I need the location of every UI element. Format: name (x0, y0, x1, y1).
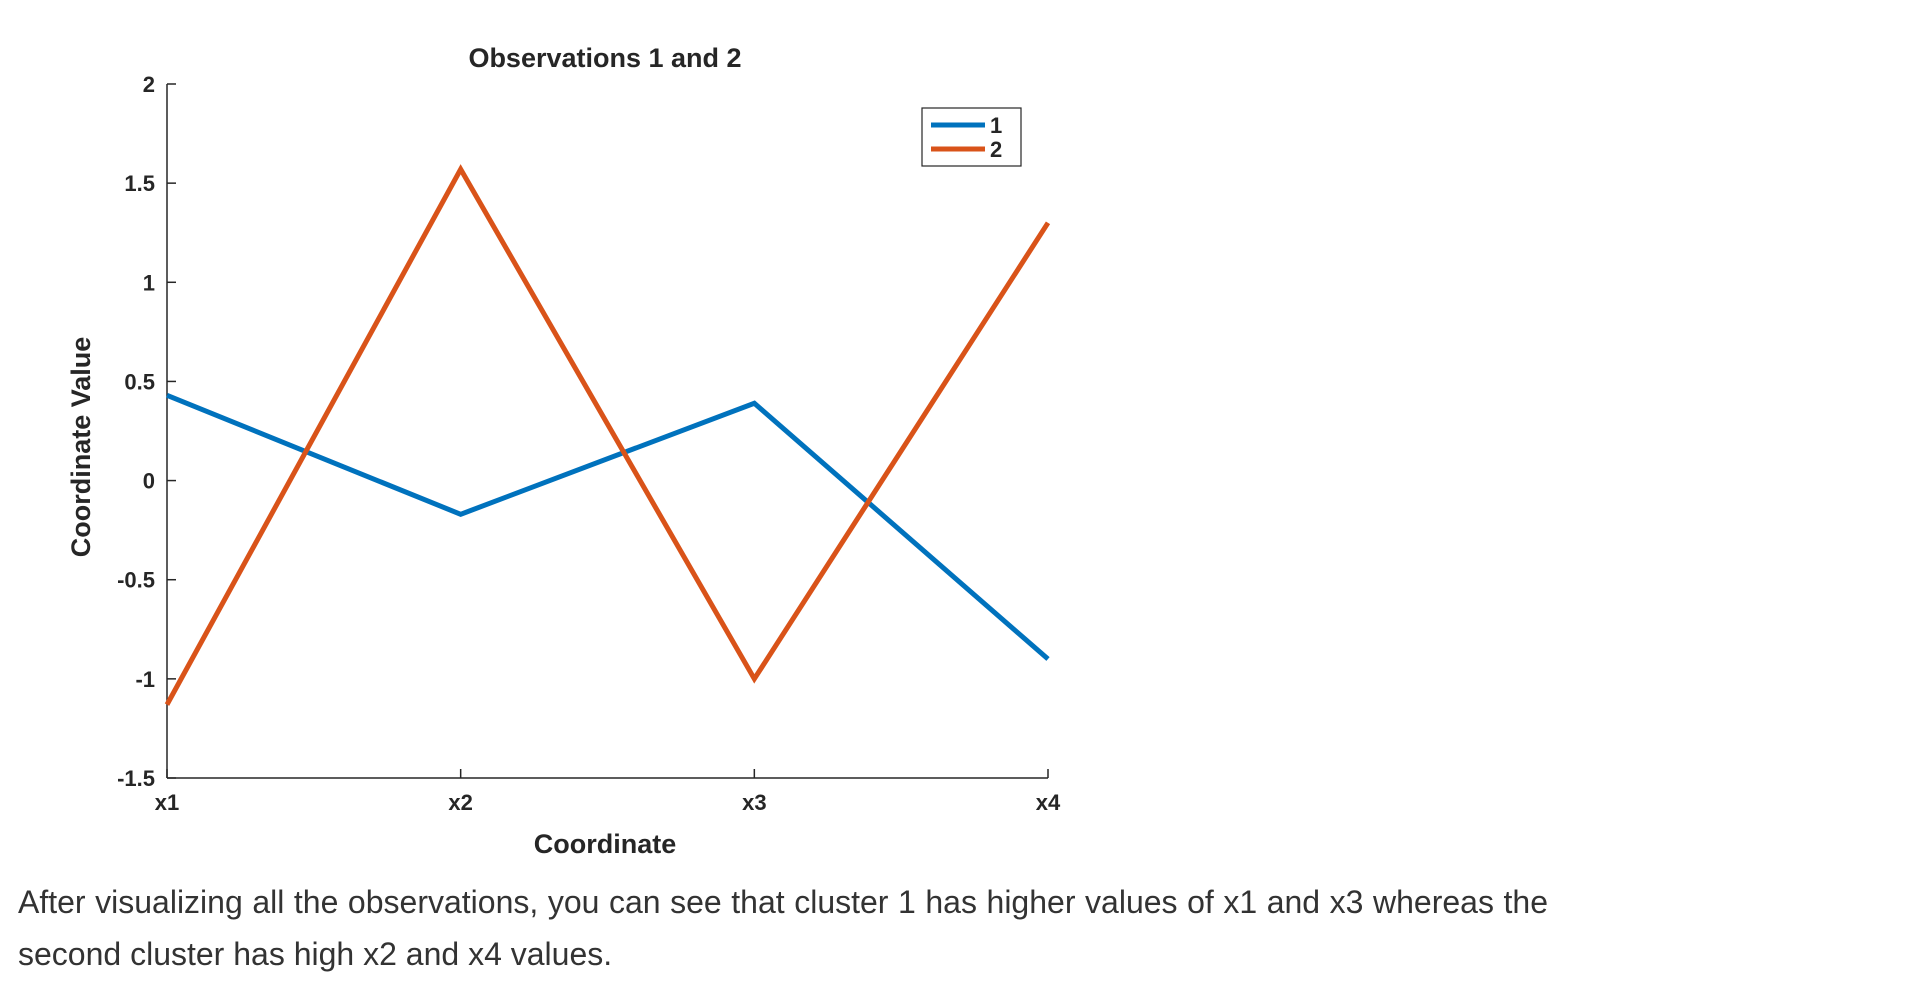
legend: 12 (921, 107, 1022, 167)
legend-label: 1 (990, 113, 1002, 138)
series-line-2 (164, 164, 1051, 706)
axes: -1.5 -1 -0.5 0 0.5 1 1.5 2 x1 x2 x3 x4 (117, 72, 1061, 815)
x-tick-label: x4 (1036, 790, 1061, 815)
y-tick-label: -0.5 (117, 568, 155, 593)
chart-title: Observations 1 and 2 (468, 43, 741, 73)
x-tick-label: x2 (448, 790, 472, 815)
y-tick-label: 0.5 (124, 369, 155, 394)
y-tick-label: 2 (143, 72, 155, 97)
legend-box (921, 107, 1022, 167)
y-tick-label: -1 (135, 667, 155, 692)
plot-area (164, 164, 1051, 706)
x-tick-label: x1 (155, 790, 179, 815)
y-tick-label: 1 (143, 270, 155, 295)
y-tick-label: 0 (143, 469, 155, 494)
legend-label: 2 (990, 137, 1002, 162)
series-line-1 (166, 392, 1050, 661)
caption-paragraph: After visualizing all the observations, … (18, 884, 1548, 972)
y-axis-label: Coordinate Value (66, 337, 96, 558)
x-axis-label: Coordinate (534, 829, 677, 859)
y-tick-label: 1.5 (124, 171, 155, 196)
x-tick-label: x3 (742, 790, 766, 815)
y-tick-label: -1.5 (117, 766, 155, 791)
